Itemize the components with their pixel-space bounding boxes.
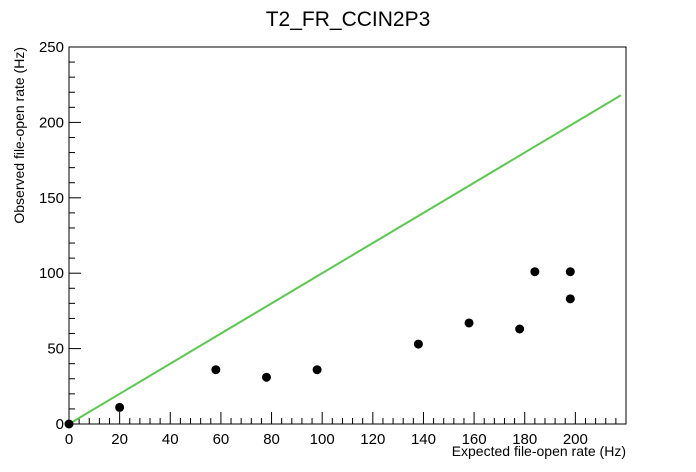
y-tick-label: 100 xyxy=(39,265,64,282)
x-axis-title: Expected file-open rate (Hz) xyxy=(452,443,626,459)
x-tick-label: 0 xyxy=(65,431,73,448)
x-tick-label: 180 xyxy=(512,431,537,448)
data-point xyxy=(312,365,322,375)
y-tick-label: 50 xyxy=(47,341,64,358)
x-tick-label: 200 xyxy=(563,431,588,448)
data-points xyxy=(64,267,575,429)
y-axis-title: Observed file-open rate (Hz) xyxy=(11,47,27,224)
reference-line xyxy=(68,94,622,425)
x-tick-label: 160 xyxy=(462,431,487,448)
data-point xyxy=(515,324,525,334)
data-point xyxy=(530,267,540,277)
data-point xyxy=(64,419,74,429)
x-tick-label: 140 xyxy=(411,431,436,448)
data-point xyxy=(211,365,221,375)
chart-title: T2_FR_CCIN2P3 xyxy=(266,8,431,31)
x-tick-label: 40 xyxy=(162,431,179,448)
reference-line-group xyxy=(68,94,622,425)
data-point xyxy=(464,318,474,328)
data-point xyxy=(565,294,575,304)
data-point xyxy=(261,372,271,382)
x-tick-label: 100 xyxy=(310,431,335,448)
x-tick-label: 20 xyxy=(111,431,128,448)
axis-ticks xyxy=(68,46,627,425)
y-tick-label: 0 xyxy=(56,416,64,433)
y-tick-label: 250 xyxy=(39,39,64,56)
plot-frame xyxy=(68,46,627,425)
x-tick-label: 80 xyxy=(263,431,280,448)
x-tick-label: 60 xyxy=(213,431,230,448)
data-point xyxy=(413,339,423,349)
y-tick-label: 150 xyxy=(39,190,64,207)
axis-tick-labels: 0 20 40 60 80 100 120 140 160 180 200 0 50 100 150 200 2… xyxy=(39,39,588,448)
y-tick-label: 200 xyxy=(39,114,64,131)
data-point xyxy=(115,402,125,412)
axes xyxy=(68,46,627,425)
x-tick-label: 120 xyxy=(360,431,385,448)
data-point xyxy=(565,267,575,277)
